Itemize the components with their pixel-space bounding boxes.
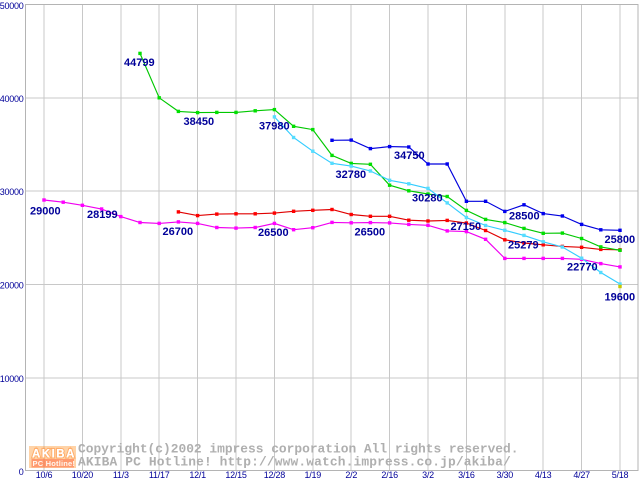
svg-text:11/3: 11/3 bbox=[113, 470, 129, 480]
svg-text:26500: 26500 bbox=[258, 227, 289, 239]
svg-text:10/20: 10/20 bbox=[72, 470, 94, 480]
svg-text:2/2: 2/2 bbox=[345, 470, 357, 480]
svg-text:30000: 30000 bbox=[0, 187, 24, 197]
svg-text:Copyright(c)2002 impress corpo: Copyright(c)2002 impress corporation All… bbox=[78, 442, 519, 457]
svg-text:30280: 30280 bbox=[412, 193, 443, 205]
svg-text:5/18: 5/18 bbox=[612, 470, 629, 480]
svg-text:26700: 26700 bbox=[163, 226, 194, 238]
svg-text:2/16: 2/16 bbox=[381, 470, 398, 480]
svg-text:1/19: 1/19 bbox=[305, 470, 322, 480]
svg-text:4/27: 4/27 bbox=[573, 470, 590, 480]
svg-text:19600: 19600 bbox=[605, 291, 636, 303]
svg-text:12/28: 12/28 bbox=[264, 470, 286, 480]
svg-text:20000: 20000 bbox=[0, 281, 24, 291]
svg-text:44799: 44799 bbox=[124, 57, 155, 69]
svg-text:26500: 26500 bbox=[355, 226, 386, 238]
svg-text:28199: 28199 bbox=[87, 209, 118, 221]
svg-text:10000: 10000 bbox=[0, 374, 24, 384]
svg-text:AKIBA PC Hotline! http://www.: AKIBA PC Hotline! http://www.watch.impre… bbox=[78, 454, 511, 469]
svg-text:10/6: 10/6 bbox=[36, 470, 53, 480]
svg-text:AKIBA: AKIBA bbox=[32, 449, 76, 461]
svg-text:22770: 22770 bbox=[567, 261, 598, 273]
svg-text:28500: 28500 bbox=[509, 210, 540, 222]
svg-text:25800: 25800 bbox=[605, 234, 636, 246]
svg-text:25279: 25279 bbox=[508, 239, 539, 251]
svg-text:11/17: 11/17 bbox=[149, 470, 170, 480]
svg-text:12/15: 12/15 bbox=[225, 470, 247, 480]
svg-text:50000: 50000 bbox=[0, 1, 24, 11]
svg-text:29000: 29000 bbox=[30, 205, 61, 217]
svg-text:27150: 27150 bbox=[451, 221, 482, 233]
svg-text:3/2: 3/2 bbox=[422, 470, 434, 480]
svg-text:12/1: 12/1 bbox=[189, 470, 206, 480]
svg-text:0: 0 bbox=[19, 467, 24, 477]
svg-text:PC Hotline!: PC Hotline! bbox=[33, 459, 76, 468]
svg-text:32780: 32780 bbox=[336, 169, 367, 181]
svg-text:AKIBA: AKIBA bbox=[32, 449, 76, 461]
svg-text:3/16: 3/16 bbox=[458, 470, 475, 480]
svg-text:37980: 37980 bbox=[259, 120, 290, 132]
svg-text:34750: 34750 bbox=[394, 150, 425, 162]
svg-text:40000: 40000 bbox=[0, 94, 24, 104]
svg-text:38450: 38450 bbox=[184, 116, 215, 128]
svg-text:4/13: 4/13 bbox=[535, 470, 552, 480]
svg-text:3/30: 3/30 bbox=[497, 470, 514, 480]
